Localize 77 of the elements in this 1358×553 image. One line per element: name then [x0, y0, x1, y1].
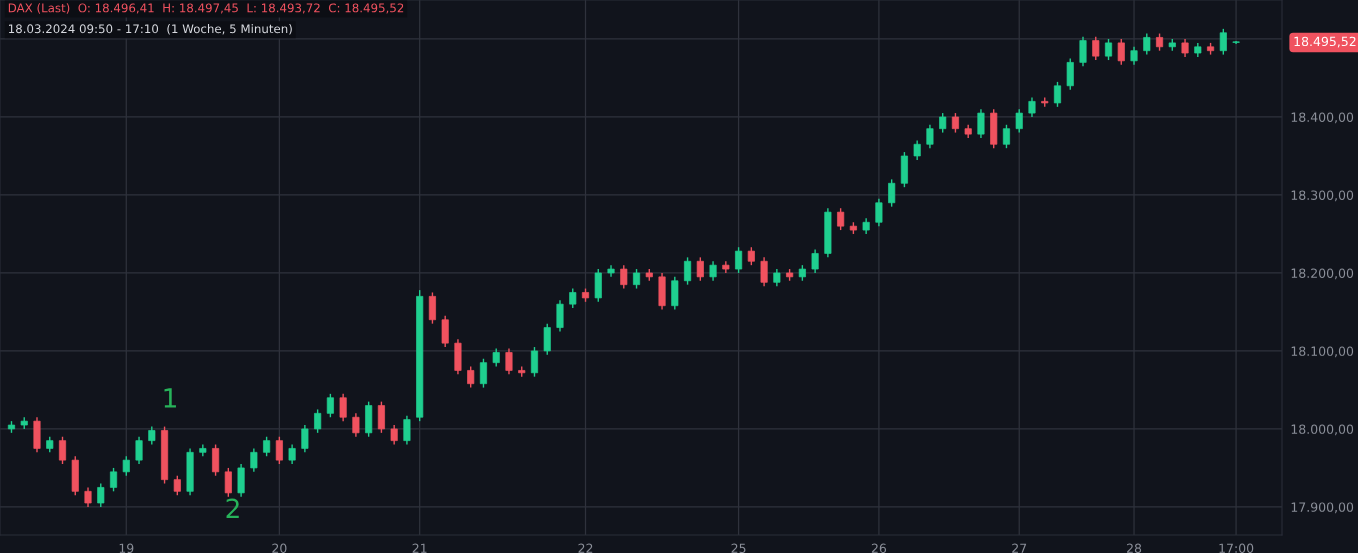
y-tick-label: 18.100,00	[1291, 346, 1354, 358]
candlestick	[569, 287, 577, 309]
candlestick	[926, 124, 934, 149]
candlestick	[951, 112, 959, 134]
candlestick	[263, 436, 271, 457]
candlestick	[428, 291, 436, 325]
candlestick	[1219, 28, 1227, 56]
candlestick	[620, 264, 628, 290]
candlestick	[633, 268, 641, 290]
candlestick	[530, 346, 539, 378]
candlestick	[377, 400, 385, 434]
x-tick-label: 19	[119, 543, 134, 553]
candlestick	[1053, 81, 1062, 108]
candlestick	[84, 486, 92, 508]
candlestick	[1079, 35, 1087, 67]
candlestick	[58, 436, 67, 465]
candlestick	[314, 408, 322, 434]
candlestick	[301, 424, 309, 454]
candlestick	[709, 260, 717, 282]
text: 18.495,52	[1294, 36, 1356, 48]
candlestick	[1015, 108, 1023, 134]
candlestick	[760, 256, 768, 287]
candlestick	[403, 414, 411, 446]
candlestick	[212, 443, 220, 477]
candlestick	[97, 482, 105, 508]
x-tick-label: 22	[578, 543, 593, 553]
candlestick	[1117, 38, 1125, 66]
candlestick	[888, 178, 896, 208]
candlestick	[467, 365, 475, 389]
candlestick	[837, 207, 845, 231]
candlestick	[390, 424, 398, 446]
y-tick-label: 18.200,00	[1291, 268, 1354, 280]
candlestick	[135, 436, 143, 465]
y-tick-label: 18.000,00	[1291, 424, 1354, 436]
annotation: 2	[226, 498, 239, 519]
candlestick	[109, 467, 118, 493]
candlestick	[1066, 57, 1074, 91]
chart-title: DAX (Last) O: 18.496,41 H: 18.497,45 L: 18.493,72 C: 18.495,52	[8, 3, 404, 14]
x-tick-label: 17:00	[1219, 543, 1254, 553]
candlestick	[479, 358, 487, 389]
candlestick	[224, 467, 232, 498]
annotation: 1	[164, 388, 176, 408]
candlestick	[696, 256, 704, 282]
candlestick	[275, 436, 283, 465]
candlestick	[339, 393, 347, 422]
candlestick	[977, 108, 985, 139]
candlestick	[505, 347, 513, 376]
text: 18.03.2024 09:50 - 17:10 (1 Woche, 5 Minuten)	[8, 24, 292, 35]
y-tick-label: 17.900,00	[1291, 502, 1354, 514]
y-tick-label: 18.300,00	[1291, 190, 1354, 202]
candlestick	[250, 447, 258, 473]
candlestick	[1143, 32, 1151, 56]
candlestick	[939, 112, 947, 134]
x-tick-label: 27	[1012, 543, 1027, 553]
candlestick	[441, 315, 449, 348]
candlestick	[1092, 35, 1100, 61]
candlestick	[684, 256, 692, 286]
candlestick	[735, 246, 743, 274]
candlestick	[288, 443, 296, 465]
x-tick-label: 26	[871, 543, 887, 553]
candlestick	[1002, 124, 1010, 149]
x-tick-label: 28	[1126, 543, 1142, 553]
x-tick-label: 21	[412, 543, 427, 553]
candlestick	[913, 139, 921, 161]
candlestick	[1028, 96, 1036, 118]
x-tick-label: 20	[272, 543, 287, 553]
candlestick	[543, 322, 551, 356]
y-tick-label: 18.400,00	[1291, 112, 1354, 124]
candlestick	[352, 412, 360, 438]
candlestick	[326, 393, 334, 418]
candlestick	[122, 455, 130, 477]
candlestick	[811, 248, 819, 274]
x-tick-label: 25	[731, 543, 746, 553]
candlestick	[173, 475, 181, 496]
candlestick	[1104, 38, 1113, 61]
candlestick	[556, 299, 564, 333]
candlestick	[875, 198, 883, 227]
